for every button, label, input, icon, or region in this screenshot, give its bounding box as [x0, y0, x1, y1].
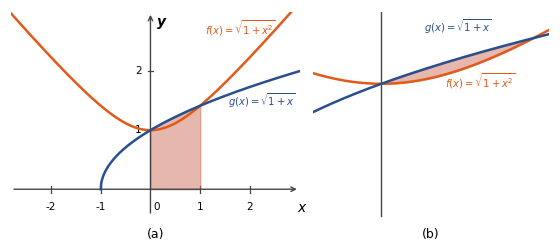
Text: 0: 0: [153, 202, 160, 212]
Text: 1: 1: [135, 125, 142, 135]
Text: -1: -1: [96, 202, 106, 212]
Text: $g(x) = \sqrt{1 + x}$: $g(x) = \sqrt{1 + x}$: [424, 17, 492, 36]
Text: -2: -2: [46, 202, 56, 212]
Text: y: y: [157, 15, 166, 29]
Text: 2: 2: [135, 66, 142, 76]
Text: $f(x) = \sqrt{1 + x^2}$: $f(x) = \sqrt{1 + x^2}$: [205, 19, 276, 38]
Text: $f(x) = \sqrt{1 + x^2}$: $f(x) = \sqrt{1 + x^2}$: [445, 72, 516, 91]
Text: (a): (a): [147, 228, 164, 241]
Text: $g(x) = \sqrt{1 + x}$: $g(x) = \sqrt{1 + x}$: [227, 91, 295, 110]
Text: 2: 2: [246, 202, 253, 212]
Text: 1: 1: [197, 202, 203, 212]
Text: (b): (b): [422, 228, 440, 241]
Text: x: x: [297, 201, 305, 215]
